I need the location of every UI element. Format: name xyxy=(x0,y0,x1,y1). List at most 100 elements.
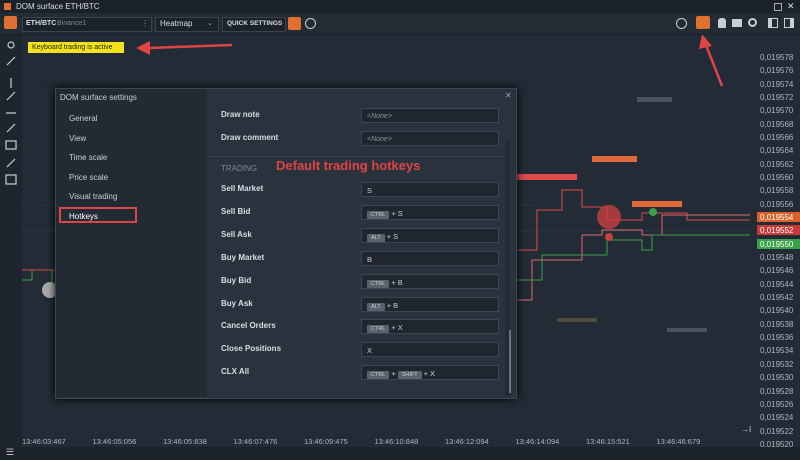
price-label: 0,019570 xyxy=(760,106,794,116)
tool-bell[interactable] xyxy=(7,41,15,49)
layout-button[interactable] xyxy=(732,19,742,27)
mode-selector[interactable] xyxy=(155,17,219,32)
time-label: 13:46:05:838 xyxy=(163,437,207,446)
tool-icons xyxy=(5,41,17,185)
key-letter: B xyxy=(393,300,399,310)
key-separator: + xyxy=(391,277,396,287)
nav-item[interactable]: Time scale xyxy=(69,153,108,162)
info-button[interactable] xyxy=(305,18,316,29)
key-letter: B xyxy=(397,277,403,287)
modifier-key: ALT xyxy=(367,233,385,242)
price-label: 0,019550 xyxy=(760,239,794,249)
annotation: Default trading hotkeys xyxy=(276,158,421,173)
hotkey-input[interactable]: S xyxy=(361,182,499,197)
heat-block xyxy=(557,318,597,322)
hotkey-input[interactable]: CTRL + SHIFT + X xyxy=(361,365,499,381)
scroll-track xyxy=(505,140,510,395)
price-label: 0,019538 xyxy=(760,319,794,329)
heat-block xyxy=(637,97,672,102)
modifier-key: CTRL xyxy=(367,371,390,380)
hotkey-input[interactable]: CTRL + X xyxy=(361,319,499,335)
hotkey-input[interactable]: ALT + S xyxy=(361,227,499,243)
close-button[interactable]: ✕ xyxy=(787,1,795,11)
modifier-key: CTRL xyxy=(367,325,390,334)
time-axis: 13:46:03:467 13:46:05:056 13:46:05:838 13:4… xyxy=(22,435,750,447)
hotkey-input[interactable]: CTRL + S xyxy=(361,204,499,220)
banner xyxy=(28,42,124,53)
tool-ray[interactable] xyxy=(6,91,16,101)
panel-toggle[interactable] xyxy=(4,16,17,29)
nav-item[interactable]: General xyxy=(69,114,98,123)
key-letter: X xyxy=(367,346,373,356)
hotkey-label: CLX All xyxy=(221,367,250,377)
hotkey-label: Sell Bid xyxy=(221,206,251,216)
key-separator: + xyxy=(391,369,396,379)
quick-settings-button[interactable] xyxy=(222,17,286,32)
ask-line xyxy=(515,189,750,251)
symbol-selector[interactable] xyxy=(22,17,152,32)
time-label: 13:46:09:475 xyxy=(304,437,348,446)
tool-eraser[interactable] xyxy=(6,158,16,168)
field-input[interactable]: <None> xyxy=(361,131,499,146)
search-button[interactable] xyxy=(676,18,687,29)
dialog-nav xyxy=(56,89,207,397)
hotkey-label: Buy Ask xyxy=(221,298,253,308)
key-letter: S xyxy=(367,186,373,195)
settings-button[interactable] xyxy=(288,17,301,30)
field-input[interactable]: <None> xyxy=(361,108,499,123)
price-label: 0,019536 xyxy=(760,333,794,343)
tool-column xyxy=(0,35,22,447)
hotkey-input[interactable]: X xyxy=(361,342,499,358)
right-panel-button[interactable] xyxy=(784,18,794,28)
lock-button[interactable] xyxy=(718,18,726,28)
time-label: 13:46:05:056 xyxy=(92,437,137,446)
hotkey-input[interactable]: CTRL + B xyxy=(361,273,499,289)
time-label: 13:46:14:094 xyxy=(515,437,560,446)
key-letter: X xyxy=(430,369,436,379)
field-label: Draw comment xyxy=(221,133,279,142)
symbol-menu[interactable]: ⋮ xyxy=(141,19,149,28)
price-label: 0,019540 xyxy=(760,306,794,316)
hotkey-input[interactable]: B xyxy=(361,250,499,266)
price-label: 0,019576 xyxy=(760,66,794,76)
scroll-to-end[interactable]: →I xyxy=(741,425,752,434)
price-label: 0,019558 xyxy=(760,186,794,196)
price-label: 0,019572 xyxy=(760,93,794,103)
key-separator: + xyxy=(423,369,429,379)
nav-item[interactable]: View xyxy=(69,133,87,143)
price-label: 0,019554 xyxy=(760,213,794,223)
heat-block xyxy=(517,174,577,180)
mode-arrow: ⌄ xyxy=(207,20,213,27)
nav-item[interactable]: Visual trading xyxy=(69,192,118,201)
left-panel-button[interactable] xyxy=(768,18,778,28)
heat-block xyxy=(592,156,637,162)
keyboard-trading-button[interactable] xyxy=(696,16,710,29)
price-label: 0,019556 xyxy=(760,199,794,209)
key-letter: B xyxy=(367,254,373,264)
tool-rect[interactable] xyxy=(5,140,17,150)
trade-bubble xyxy=(42,282,58,298)
key-separator: + xyxy=(391,323,396,333)
hotkey-input[interactable]: ALT + B xyxy=(361,296,499,312)
price-highlight xyxy=(757,225,800,236)
tool-ruler[interactable] xyxy=(5,174,17,185)
price-axis: 0,019578 0,019576 0,019574 0,019572 0,019570… xyxy=(750,35,800,449)
nav-item[interactable]: Price scale xyxy=(69,172,109,182)
key-letter: S xyxy=(397,208,403,218)
menu-button[interactable]: ☰ xyxy=(6,447,15,457)
hotkey-label: Cancel Orders xyxy=(221,321,276,331)
modifier-key: CTRL xyxy=(367,279,390,288)
nav-item[interactable]: Hotkeys xyxy=(69,211,98,221)
tool-segment[interactable] xyxy=(6,123,16,133)
price-label: 0,019542 xyxy=(760,293,794,303)
tool-brush[interactable] xyxy=(6,56,16,66)
key-separator: + xyxy=(391,208,396,218)
maximize-button[interactable] xyxy=(774,3,782,11)
gear-button[interactable] xyxy=(748,18,757,27)
key-separator: + xyxy=(386,231,392,241)
dialog-close[interactable]: ✕ xyxy=(505,91,512,100)
modifier-key: SHIFT xyxy=(397,371,422,380)
price-label: 0,019562 xyxy=(760,159,794,169)
scroll-thumb[interactable] xyxy=(509,330,511,393)
price-label: 0,019544 xyxy=(760,279,794,289)
